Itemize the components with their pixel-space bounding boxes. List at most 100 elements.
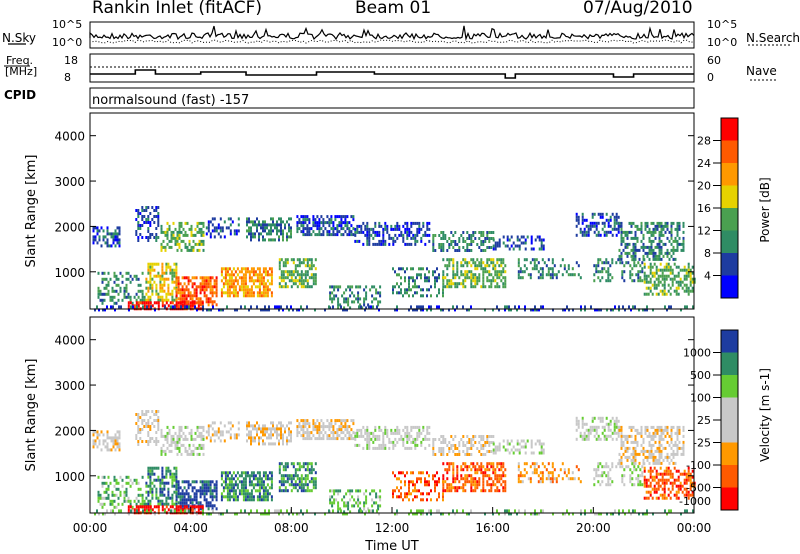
echo-cell [484, 267, 487, 271]
echo-cell [349, 489, 352, 493]
echo-cell [300, 261, 303, 265]
echo-cell [280, 305, 282, 309]
echo-cell [344, 218, 347, 222]
echo-cell [490, 261, 493, 265]
echo-cell [624, 308, 626, 312]
echo-cell [118, 226, 121, 230]
echo-cell [670, 431, 673, 435]
echo-cell [147, 239, 150, 242]
echo-cell [300, 279, 303, 283]
echo-cell [238, 480, 241, 484]
echo-cell [286, 258, 289, 262]
echo-cell [446, 444, 449, 447]
echo-cell [278, 223, 280, 227]
echo-cell [198, 242, 201, 246]
echo-cell [632, 254, 635, 258]
echo-cell [234, 294, 237, 298]
echo-cell [194, 437, 197, 441]
echo-cell [314, 258, 317, 262]
echo-cell [304, 276, 307, 280]
echo-cell [109, 298, 112, 302]
echo-cell [603, 261, 606, 265]
echo-cell [175, 490, 178, 494]
echo-cell [306, 483, 309, 487]
echo-cell [377, 495, 380, 499]
echo-cell [174, 236, 177, 240]
echo-cell [676, 437, 679, 441]
echo-cell [244, 305, 246, 309]
echo-cell [652, 254, 655, 258]
echo-cell [460, 438, 463, 441]
echo-cell [581, 425, 584, 429]
echo-cell [260, 430, 262, 434]
echo-cell [354, 233, 357, 237]
echo-cell [676, 239, 679, 243]
echo-cell [575, 224, 578, 228]
echo-cell [258, 288, 261, 292]
echo-cell [139, 431, 142, 434]
echo-cell [322, 437, 325, 441]
echo-cell [107, 496, 110, 500]
echo-cell [446, 462, 449, 466]
echo-cell [484, 474, 487, 478]
echo-cell [620, 443, 623, 447]
echo-cell [149, 502, 152, 506]
echo-cell [171, 502, 174, 506]
echo-cell [320, 431, 323, 435]
echo-cell [264, 282, 267, 286]
echo-cell [521, 474, 524, 478]
echo-cell [646, 449, 649, 453]
echo-cell [516, 439, 519, 443]
echo-cell [366, 233, 369, 237]
echo-cell [450, 462, 453, 466]
echo-cell [308, 462, 311, 466]
echo-cell [304, 221, 307, 225]
echo-cell [687, 286, 690, 290]
echo-cell [432, 450, 435, 453]
echo-cell [430, 305, 432, 309]
echo-cell [209, 220, 212, 224]
echo-cell [145, 218, 148, 221]
echo-cell [486, 276, 489, 280]
echo-cell [516, 235, 519, 239]
echo-cell [402, 437, 405, 441]
echo-cell [306, 428, 309, 432]
echo-cell [270, 273, 273, 277]
echo-cell [205, 294, 208, 298]
echo-cell [232, 471, 235, 475]
echo-cell [163, 271, 166, 275]
echo-cell [595, 428, 598, 432]
echo-cell [355, 285, 358, 289]
echo-cell [228, 483, 231, 487]
echo-cell [360, 230, 363, 234]
echo-cell [530, 247, 533, 251]
echo-cell [402, 224, 405, 228]
echo-cell [264, 229, 266, 233]
echo-cell [519, 270, 522, 274]
echo-cell [540, 247, 543, 251]
echo-cell [215, 282, 218, 286]
echo-cell [371, 294, 374, 298]
echo-cell [553, 273, 556, 277]
echo-cell [492, 471, 495, 475]
echo-cell [667, 289, 670, 293]
echo-cell [418, 227, 421, 231]
echo-cell [420, 276, 422, 280]
echo-cell [639, 279, 642, 283]
echo-cell [284, 468, 287, 472]
echo-cell [254, 279, 257, 283]
echo-cell [101, 280, 104, 284]
echo-cell [308, 233, 311, 237]
echo-cell [540, 241, 543, 245]
echo-cell [200, 233, 203, 237]
echo-cell [488, 468, 491, 472]
echo-cell [125, 286, 128, 290]
echo-cell [163, 484, 166, 488]
echo-cell [302, 285, 305, 289]
echo-cell [484, 453, 487, 456]
echo-cell [442, 447, 445, 450]
echo-cell [300, 270, 303, 274]
echo-cell [442, 498, 444, 502]
echo-cell [502, 439, 505, 443]
echo-cell [246, 471, 249, 475]
